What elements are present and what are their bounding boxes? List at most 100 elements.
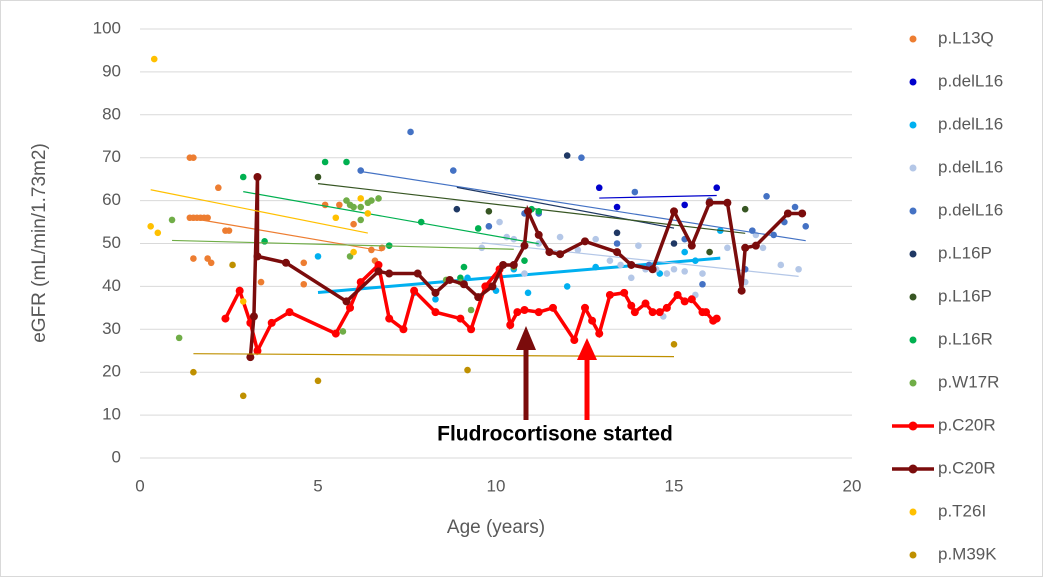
point (246, 353, 255, 362)
legend-marker (908, 464, 918, 474)
point (595, 184, 603, 192)
arrow-head (516, 326, 536, 350)
point (581, 237, 589, 246)
point (432, 295, 439, 303)
legend-marker (909, 78, 917, 86)
legend-label: p.delL16 (938, 114, 1003, 133)
point (467, 325, 476, 334)
y-tick-label: 30 (102, 319, 121, 338)
point (314, 173, 322, 181)
y-tick-label: 80 (102, 104, 121, 123)
y-tick-label: 40 (102, 276, 121, 295)
plot-area (147, 55, 810, 400)
x-tick-label: 15 (665, 476, 684, 495)
point (267, 318, 276, 327)
point (364, 210, 372, 217)
point (777, 261, 785, 269)
point (749, 227, 756, 234)
legend-label: p.L16R (938, 329, 993, 348)
point (261, 238, 268, 245)
point (506, 321, 515, 330)
point (687, 295, 696, 304)
point (702, 308, 711, 317)
point (592, 235, 599, 243)
series (221, 260, 721, 356)
arrow-head (577, 338, 597, 360)
point (399, 325, 408, 334)
point (339, 328, 347, 335)
point (724, 244, 731, 252)
point (190, 368, 197, 376)
point (478, 244, 486, 252)
point (314, 253, 322, 260)
point (357, 167, 365, 174)
point (374, 267, 383, 276)
trendline (172, 239, 514, 250)
point (706, 248, 713, 256)
legend-marker (909, 508, 917, 516)
point (190, 255, 197, 262)
point (417, 218, 425, 226)
point (673, 290, 682, 299)
point (229, 261, 236, 269)
point (687, 241, 696, 250)
point (147, 223, 154, 230)
point (503, 233, 510, 241)
point (464, 366, 471, 374)
point (548, 303, 557, 312)
legend-label: p.T26I (938, 501, 986, 520)
point (413, 269, 422, 278)
point (741, 243, 750, 252)
point (648, 265, 657, 274)
point (627, 274, 635, 282)
legend-marker (909, 164, 917, 172)
point (321, 201, 329, 209)
point (300, 280, 308, 288)
point (741, 205, 749, 213)
point (235, 286, 244, 295)
legend-marker (909, 207, 917, 215)
y-tick-label: 70 (102, 147, 121, 166)
point (520, 241, 529, 250)
point (342, 297, 351, 306)
point (713, 184, 721, 192)
legend-label: p.delL16 (938, 200, 1003, 219)
point (737, 286, 746, 295)
point (253, 346, 262, 355)
x-tick-label: 5 (313, 476, 322, 495)
point (751, 241, 760, 250)
y-tick-label: 60 (102, 190, 121, 209)
x-tick-label: 0 (135, 476, 144, 495)
point (641, 299, 650, 308)
point (670, 265, 678, 273)
point (592, 263, 599, 271)
point (770, 231, 777, 239)
point (655, 308, 664, 317)
point (563, 152, 571, 159)
legend-marker (909, 250, 917, 258)
point (431, 288, 440, 297)
point (670, 341, 678, 348)
point (346, 303, 355, 312)
legend-marker (909, 379, 917, 387)
point (467, 306, 475, 314)
point (648, 308, 657, 317)
point (168, 216, 176, 224)
point (606, 257, 614, 264)
legend-label: p.L16P (938, 243, 992, 262)
x-axis-label: Age (years) (447, 517, 545, 538)
point (385, 269, 394, 278)
point (783, 209, 792, 218)
point (617, 261, 624, 269)
y-tick-label: 50 (102, 233, 121, 252)
point (699, 280, 706, 288)
trendline (599, 194, 717, 199)
point (605, 290, 614, 299)
point (681, 248, 688, 256)
point (556, 233, 564, 241)
arrows (516, 326, 597, 420)
point (524, 289, 532, 297)
point (368, 197, 375, 204)
legend-label: p.C20R (938, 458, 996, 477)
